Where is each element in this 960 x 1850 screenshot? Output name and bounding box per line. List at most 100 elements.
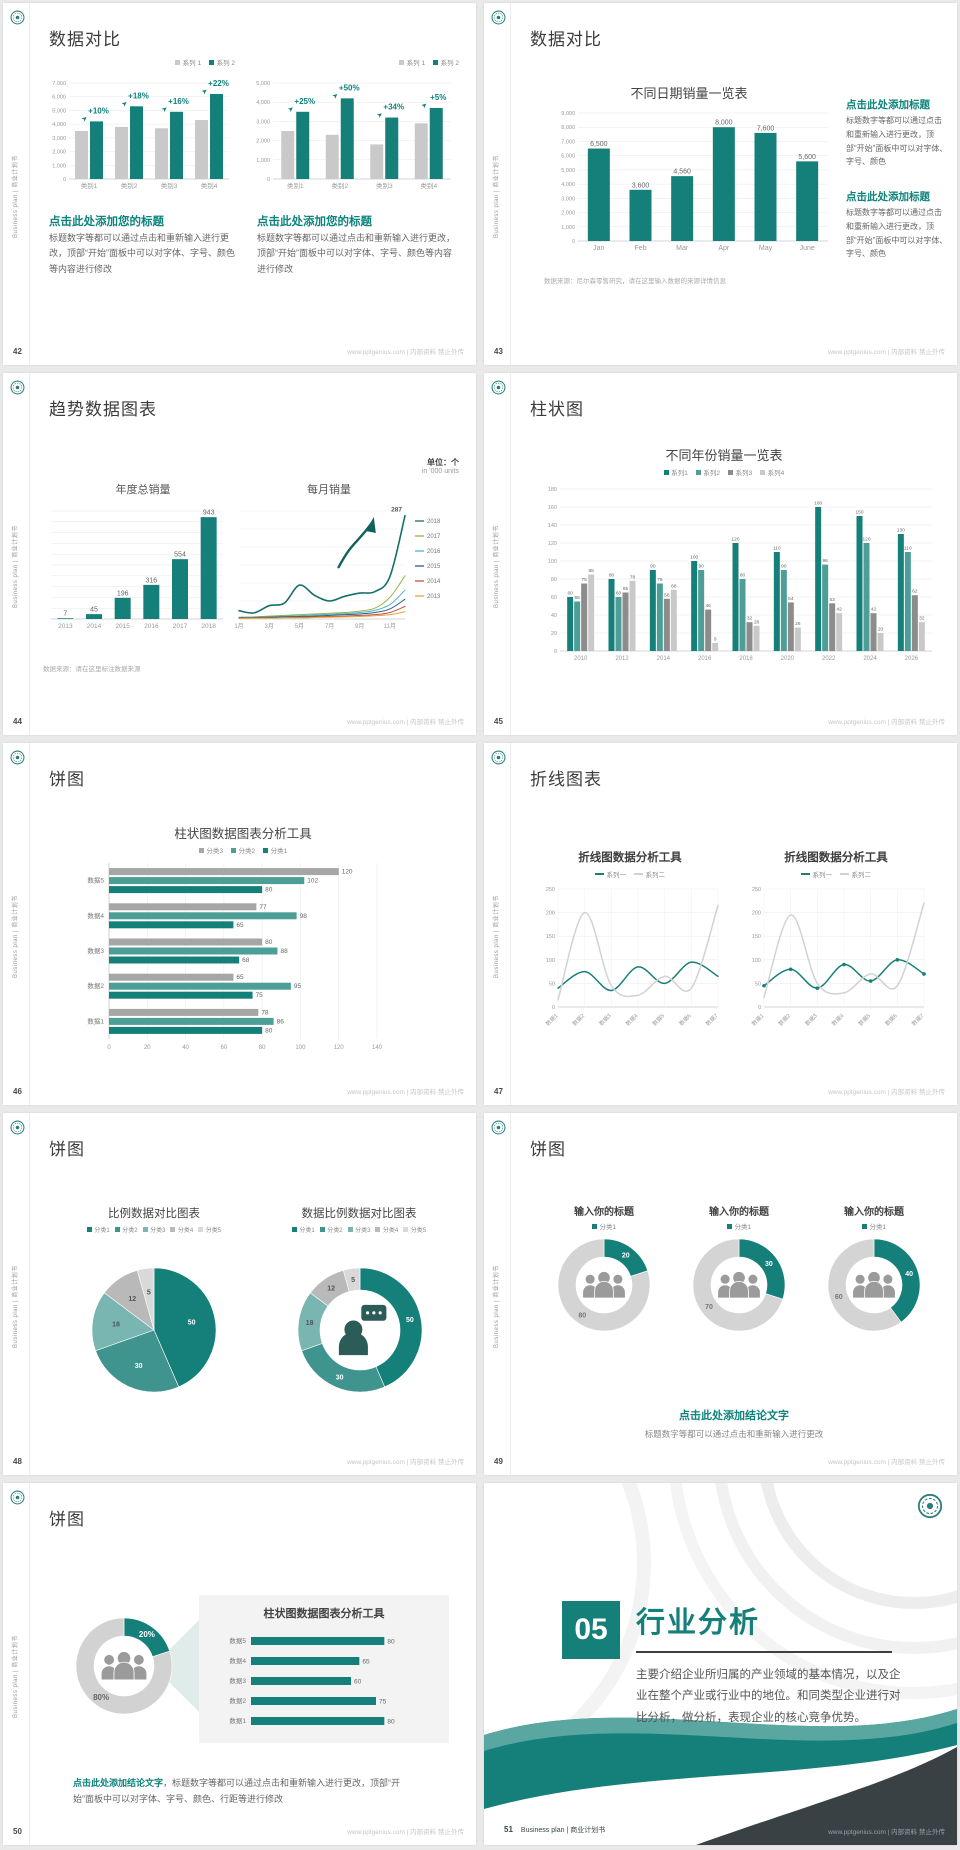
vertical-brand-label: Business plan | 商业计划书	[13, 895, 19, 978]
chart-legend: 分类1 分类2 分类3 分类4 分类5	[253, 1225, 465, 1234]
svg-text:3,000: 3,000	[52, 136, 66, 142]
svg-text:7月: 7月	[325, 623, 334, 630]
legend-item: 系列二	[634, 869, 665, 879]
svg-text:2,000: 2,000	[52, 150, 66, 156]
legend-item: 系列4	[760, 467, 784, 477]
svg-text:60: 60	[616, 591, 622, 597]
svg-text:➤: ➤	[81, 115, 90, 124]
mini-bar-chart: 数据5 80 数据4 65 数据3 60 数据2 75 数据1 80	[229, 1636, 395, 1726]
chart-title: 比例数据对比图表	[108, 1208, 200, 1220]
legend-item: 系列 2	[209, 57, 235, 67]
slide-48: 饼图 比例数据对比图表 分类1 分类2 分类3 分类4 分类5 50 30 18 12 5 数据…	[3, 1113, 476, 1475]
svg-text:120: 120	[862, 537, 870, 543]
svg-text:120: 120	[342, 869, 353, 876]
slide-50: 饼图 20% 80% 柱状图数据图表分析工具 数据5 80 数据4 65 数据3 60 数据2…	[3, 1483, 476, 1845]
legend-swatch-icon	[861, 1223, 867, 1229]
logo	[491, 380, 506, 395]
svg-text:5: 5	[351, 1277, 355, 1284]
slide-title: 数据对比	[530, 30, 602, 49]
legend-swatch-icon	[728, 469, 733, 475]
svg-text:40: 40	[182, 1045, 189, 1051]
svg-text:120: 120	[334, 1045, 345, 1051]
page-number: 43	[494, 347, 503, 356]
chart-title: 不同日期销量一览表	[630, 86, 748, 101]
svg-text:+18%: +18%	[128, 91, 149, 100]
svg-text:58: 58	[664, 592, 670, 598]
line-chart-left: 0 50 100 150 200 250 数据1 数据2 数据3 数据4 数据5 数据6 数据7	[544, 887, 720, 1028]
logo-emblem-icon	[10, 750, 25, 765]
slide-title: 饼图	[49, 1140, 85, 1159]
chart-legend: 系列1 系列2 系列3 系列4	[574, 467, 874, 477]
page-number: 46	[13, 1087, 22, 1096]
svg-text:9,000: 9,000	[561, 111, 575, 117]
svg-text:80: 80	[265, 1027, 273, 1034]
section-title: 行业分析	[636, 1607, 761, 1639]
slide-42: 数据对比 系列 1 系列 2 0 1,000 2,000 3,000 4,000 5,000…	[3, 3, 476, 365]
svg-text:Apr: Apr	[718, 245, 730, 252]
svg-text:100: 100	[295, 1045, 306, 1051]
svg-text:2017: 2017	[173, 623, 188, 630]
svg-text:2014: 2014	[657, 656, 671, 662]
svg-text:数据5: 数据5	[650, 1012, 666, 1028]
footer-site-label: www.pptgenius.com | 内部资料 禁止外传	[347, 1459, 464, 1466]
svg-text:90: 90	[650, 564, 656, 570]
svg-text:5,000: 5,000	[52, 108, 66, 114]
svg-text:Mar: Mar	[676, 245, 689, 252]
footer-site-label: www.pptgenius.com | 内部资料 禁止外传	[347, 1829, 464, 1836]
svg-text:75: 75	[379, 1699, 387, 1706]
footer-site-label: www.pptgenius.com | 内部资料 禁止外传	[828, 1459, 945, 1466]
svg-text:100: 100	[690, 555, 698, 561]
chart-legend: 分类1	[814, 1221, 934, 1231]
donut-chart-ratio: 20% 80%	[75, 1617, 173, 1715]
chart-title: 不同年份销量一览表	[665, 448, 783, 463]
svg-text:1,000: 1,000	[52, 163, 66, 169]
legend-item: 分类4	[375, 1225, 398, 1234]
svg-text:80: 80	[578, 1312, 586, 1319]
slide-title: 饼图	[49, 1510, 85, 1529]
legend-item: 系列 1	[399, 57, 425, 67]
horizontal-bar-chart: 0 20 40 60 80 100 120 140 数据5 120 102 80 数据4 77 98 65 数据…	[87, 863, 383, 1051]
svg-text:数据6: 数据6	[883, 1012, 899, 1028]
page-number: 51	[504, 1825, 513, 1834]
legend-item: 分类3	[142, 1225, 165, 1234]
svg-text:80: 80	[740, 573, 746, 579]
legend-item: 分类4	[170, 1225, 193, 1234]
conclusion-paragraph: 点击此处添加结论文字，标题数字等都可以通过点击和重新输入进行更改，顶部“开始”面…	[73, 1775, 418, 1807]
logo	[491, 10, 506, 25]
chart-legend: 系列 1 系列 2	[245, 57, 459, 67]
slide-title: 饼图	[49, 770, 85, 789]
svg-text:160: 160	[548, 505, 557, 511]
svg-text:6,000: 6,000	[52, 95, 66, 101]
section-body: 主要介绍企业所归属的产业领域的基本情况，以及企业在整个产业或行业中的地位。和同类…	[636, 1669, 901, 1724]
svg-text:7,000: 7,000	[52, 81, 66, 87]
svg-text:3,000: 3,000	[256, 119, 270, 125]
svg-text:11月: 11月	[384, 623, 396, 630]
slide-47: 折线图表 折线图数据分析工具 系列一 系列二 0 50 100 150 200 250 数据1…	[484, 743, 957, 1105]
svg-text:140: 140	[548, 523, 557, 529]
legend-swatch-icon	[663, 469, 669, 475]
svg-text:60: 60	[221, 1045, 228, 1051]
legend-swatch-icon	[263, 847, 269, 853]
logo-emblem-icon	[917, 1493, 943, 1519]
legend-item: 分类3	[198, 845, 223, 855]
svg-text:数据5: 数据5	[87, 876, 104, 885]
analysis-box: 柱状图数据图表分析工具 数据5 80 数据4 65 数据3 60 数据2 75 数据1 80	[199, 1595, 449, 1743]
svg-text:1月: 1月	[234, 623, 243, 630]
svg-text:数据1: 数据1	[87, 1016, 104, 1025]
page-number: 49	[494, 1457, 503, 1466]
footer-site-label: www.pptgenius.com | 内部资料 禁止外传	[828, 719, 945, 726]
svg-text:2024: 2024	[863, 656, 877, 662]
vertical-brand-label: Business plan | 商业计划书	[13, 1265, 19, 1348]
block-title: 输入你的标题	[709, 1207, 769, 1218]
legend-item: 分类2	[230, 845, 255, 855]
svg-text:8,000: 8,000	[561, 125, 575, 131]
svg-text:50: 50	[755, 981, 761, 987]
side-strip	[3, 373, 30, 735]
svg-text:类别2: 类别2	[121, 181, 138, 190]
chart-legend: 分类1 分类2 分类3 分类4 分类5	[49, 1225, 259, 1234]
bar-chart-right: 0 1,000 2,000 3,000 4,000 5,000 类别1 类别2 类别3 类别4 +2…	[256, 81, 451, 190]
svg-text:+5%: +5%	[430, 93, 446, 102]
logo	[491, 750, 506, 765]
svg-text:250: 250	[546, 887, 555, 893]
